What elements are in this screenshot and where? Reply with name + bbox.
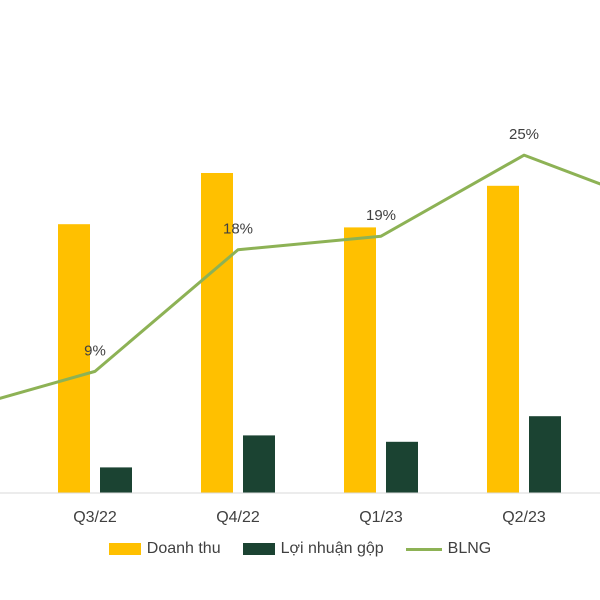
data-label-margin: 18% bbox=[223, 221, 253, 238]
legend-label-gross-profit: Lợi nhuận gộp bbox=[280, 540, 384, 557]
x-tick-label: Q2/23 bbox=[502, 509, 546, 526]
x-tick-label: Q1/23 bbox=[359, 509, 403, 526]
x-tick-label: Q3/22 bbox=[73, 509, 117, 526]
bar-revenue-Q1-23 bbox=[344, 227, 376, 493]
legend: Doanh thu Lợi nhuận gộp BLNG bbox=[0, 540, 600, 558]
bar-revenue-Q2-23 bbox=[487, 185, 519, 494]
bar-revenue-Q4-22 bbox=[201, 173, 233, 493]
legend-item-margin: BLNG bbox=[405, 540, 492, 558]
data-label-margin: 9% bbox=[84, 342, 106, 359]
bar-gross-profit-Q1-23 bbox=[386, 441, 418, 493]
legend-item-revenue: Doanh thu bbox=[108, 540, 221, 558]
bar-gross-profit-Q4-22 bbox=[243, 435, 275, 493]
bar-gross-profit-Q3-22 bbox=[100, 467, 132, 493]
legend-label-revenue: Doanh thu bbox=[146, 540, 221, 557]
data-label-margin: 19% bbox=[366, 207, 396, 224]
line-margin bbox=[0, 153, 600, 400]
legend-item-gross-profit: Lợi nhuận gộp bbox=[242, 540, 384, 558]
legend-label-margin: BLNG bbox=[447, 540, 492, 557]
x-tick-label: Q4/22 bbox=[216, 509, 260, 526]
data-label-margin: 25% bbox=[509, 126, 539, 143]
legend-swatch-gross-profit bbox=[242, 543, 275, 555]
bar-gross-profit-Q2-23 bbox=[529, 416, 561, 493]
chart-svg: Q3/22 Q4/22 Q1/23 Q2/23 9% 18% 19% 25% bbox=[0, 126, 600, 526]
legend-swatch-margin bbox=[405, 547, 442, 551]
bar-revenue-Q3-22 bbox=[58, 224, 90, 493]
legend-swatch-revenue bbox=[108, 543, 141, 555]
